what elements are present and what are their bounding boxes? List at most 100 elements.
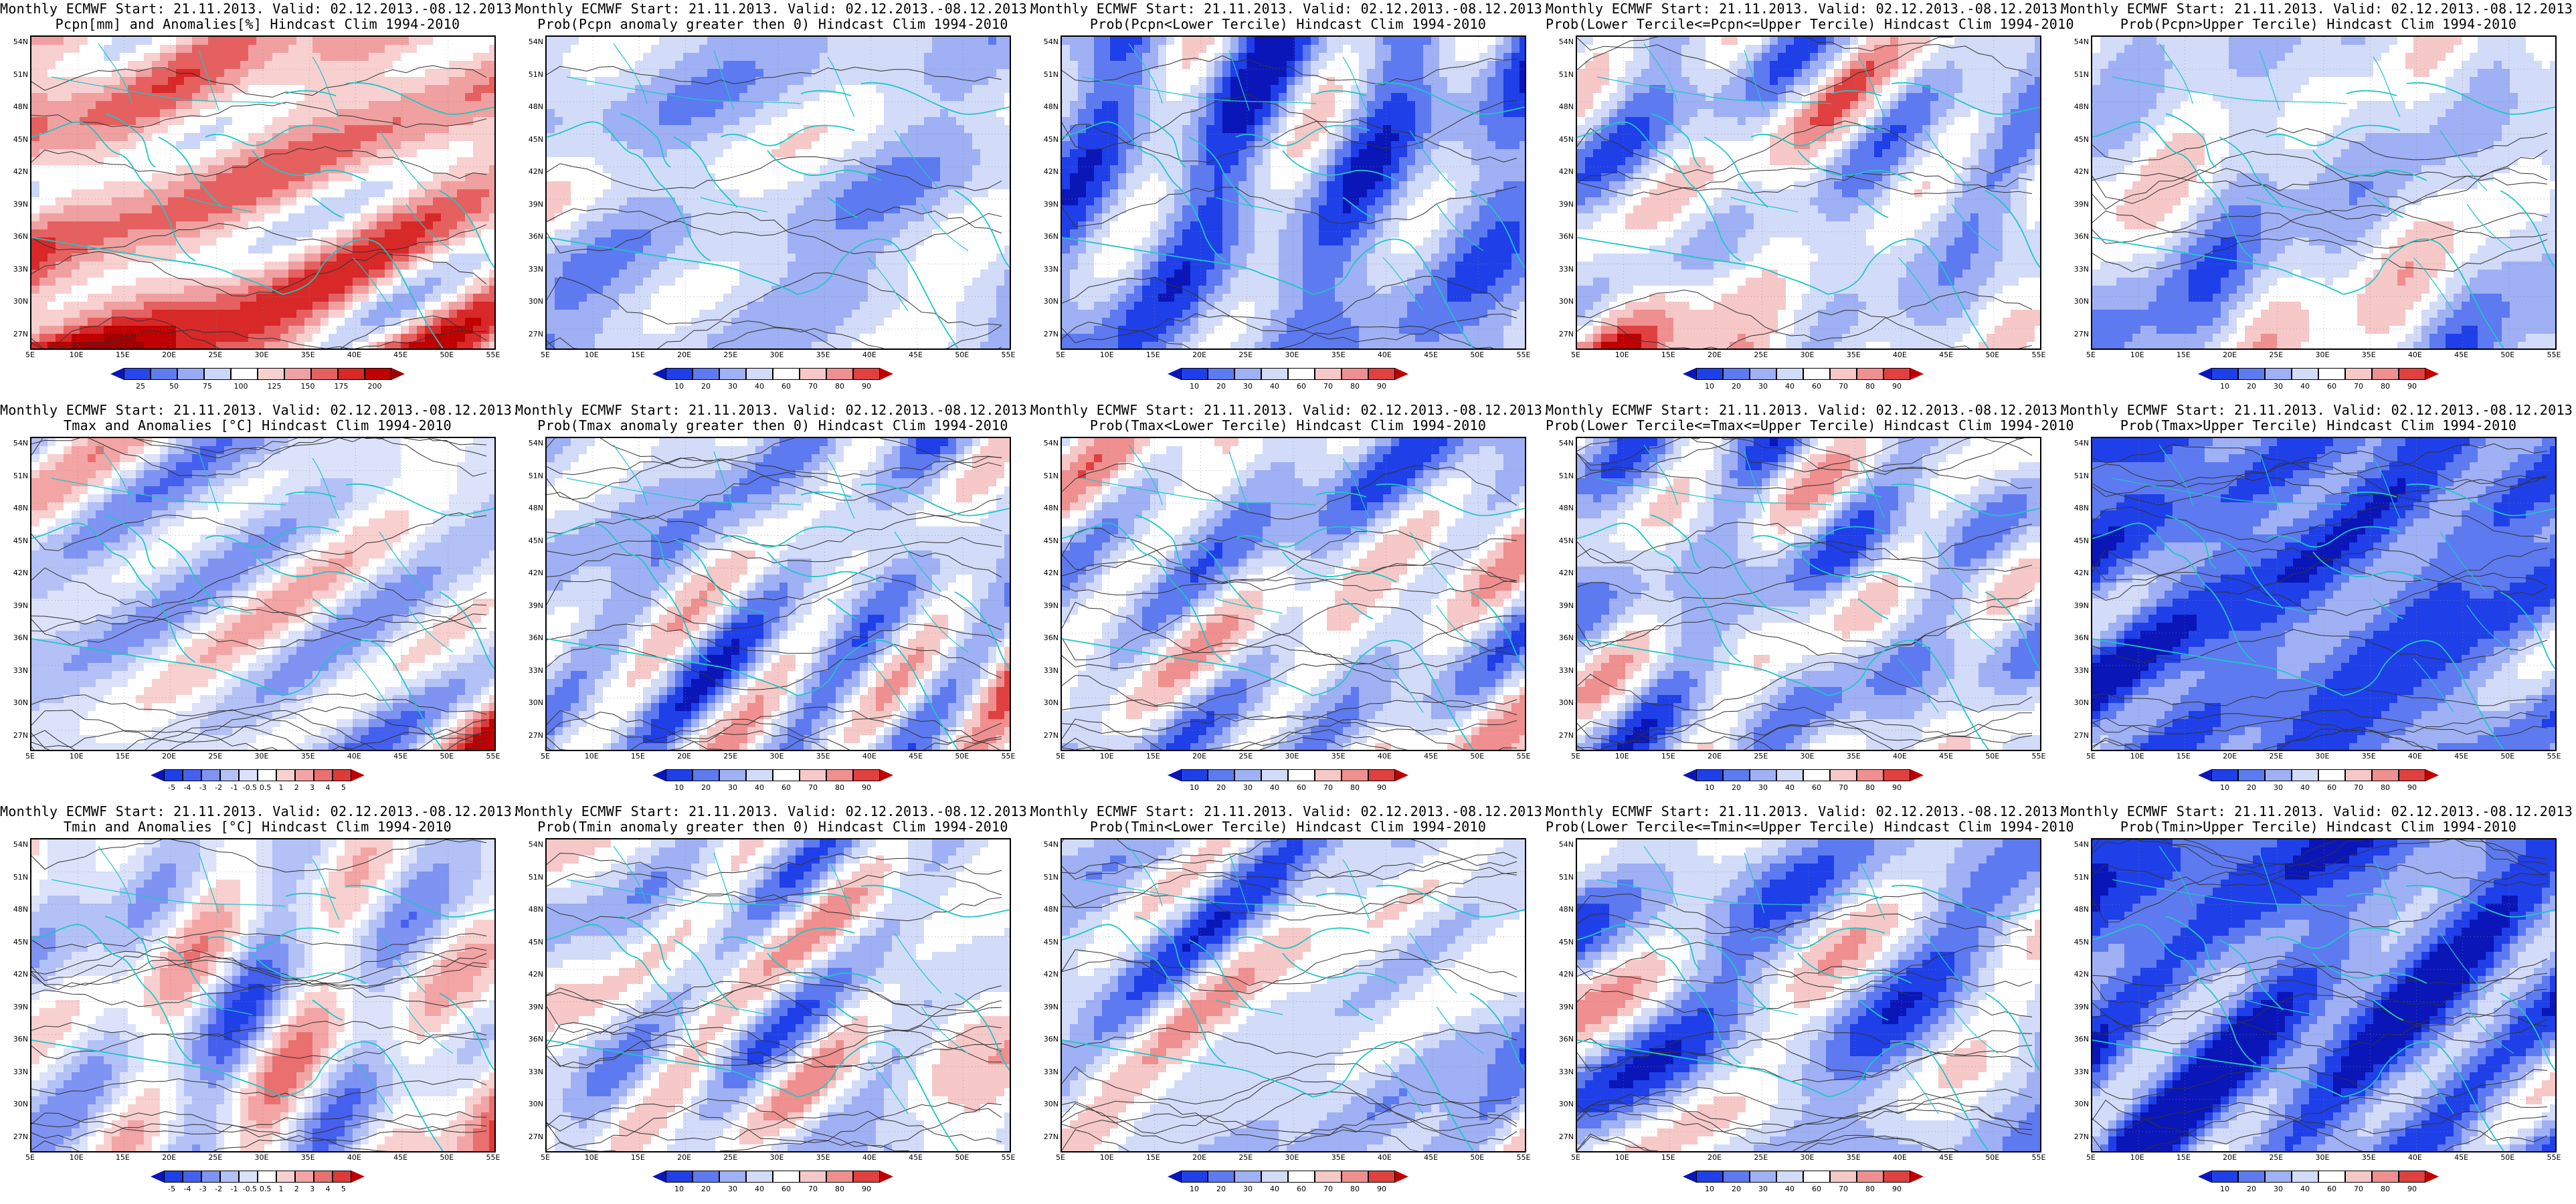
field-cell — [876, 85, 885, 94]
field-cell — [812, 85, 820, 94]
field-cell — [31, 69, 40, 78]
field-cell — [547, 157, 555, 166]
field-cell — [1447, 45, 1456, 54]
field-cell — [900, 93, 909, 102]
field-cell — [1134, 61, 1143, 70]
field-cell — [184, 213, 193, 222]
field-cell — [128, 101, 136, 110]
field-cell — [1110, 69, 1119, 78]
field-cell — [659, 221, 668, 230]
field-cell — [417, 213, 426, 222]
field-cell — [1230, 61, 1239, 70]
field-cell — [595, 69, 604, 78]
field-cell — [828, 141, 836, 150]
field-cell — [779, 197, 788, 206]
field-cell — [796, 213, 804, 222]
field-cell — [892, 101, 901, 110]
field-cell — [964, 189, 973, 198]
field-cell — [401, 69, 409, 78]
field-cell — [683, 181, 692, 190]
field-cell — [908, 53, 917, 62]
field-cell — [248, 302, 257, 310]
field-cell — [200, 125, 209, 134]
field-cell — [908, 109, 917, 118]
climatology-contour — [547, 320, 1002, 348]
field-cell — [465, 45, 474, 54]
field-cell — [152, 109, 161, 118]
field-cell — [200, 93, 209, 102]
field-cell — [465, 61, 474, 70]
field-cell — [120, 61, 128, 70]
field-cell — [80, 37, 88, 45]
field-cell — [1004, 61, 1010, 70]
field-cell — [232, 262, 241, 270]
field-cell — [481, 37, 490, 45]
field-cell — [651, 205, 660, 214]
field-cell — [988, 254, 997, 262]
field-cell — [457, 61, 466, 70]
field-cell — [788, 254, 796, 262]
field-cell — [892, 334, 901, 342]
field-cell — [337, 85, 345, 94]
field-cell — [345, 318, 353, 326]
field-cell — [1004, 318, 1010, 326]
field-cell — [385, 117, 393, 126]
field-cell — [675, 117, 684, 126]
field-cell — [571, 181, 579, 190]
field-cell — [932, 205, 941, 214]
field-cell — [820, 197, 828, 206]
field-cell — [651, 141, 660, 150]
field-cell — [555, 133, 563, 142]
field-cell — [892, 165, 901, 174]
field-cell — [192, 294, 201, 302]
field-cell — [1319, 53, 1327, 62]
field-cell — [828, 294, 836, 302]
field-cell — [675, 262, 684, 270]
field-cell — [731, 189, 740, 198]
field-cell — [128, 302, 136, 310]
field-cell — [304, 318, 313, 326]
field-cell — [715, 45, 724, 54]
field-cell — [587, 157, 595, 166]
field-cell — [619, 149, 628, 158]
field-cell — [571, 213, 579, 222]
field-cell — [747, 85, 756, 94]
field-cell — [31, 157, 40, 166]
field-cell — [812, 342, 820, 348]
field-cell — [337, 77, 345, 86]
field-cell — [345, 262, 353, 270]
field-cell — [312, 205, 321, 214]
field-cell — [868, 133, 877, 142]
field-cell — [160, 221, 169, 230]
coastline — [860, 82, 1010, 115]
field-cell — [393, 237, 401, 246]
field-cell — [1359, 61, 1368, 70]
field-cell — [337, 117, 345, 126]
field-cell — [1439, 69, 1448, 78]
field-cell — [264, 117, 273, 126]
field-cell — [248, 286, 257, 294]
field-cell — [296, 85, 305, 94]
field-cell — [956, 149, 965, 158]
field-cell — [595, 101, 604, 110]
field-cell — [353, 262, 361, 270]
field-cell — [707, 286, 716, 294]
field-cell — [916, 254, 925, 262]
field-cell — [715, 69, 724, 78]
field-cell — [104, 278, 112, 286]
field-cell — [860, 69, 868, 78]
field-cell — [683, 85, 692, 94]
field-cell — [152, 205, 161, 214]
field-cell — [280, 326, 289, 334]
field-cell — [64, 93, 72, 102]
field-cell — [675, 45, 684, 54]
field-cell — [256, 254, 265, 262]
field-cell — [320, 245, 329, 254]
field-cell — [739, 294, 748, 302]
field-cell — [892, 213, 901, 222]
field-cell — [39, 278, 48, 286]
field-cell — [288, 302, 297, 310]
field-cell — [465, 237, 474, 246]
field-cell — [31, 245, 40, 254]
field-cell — [627, 318, 636, 326]
